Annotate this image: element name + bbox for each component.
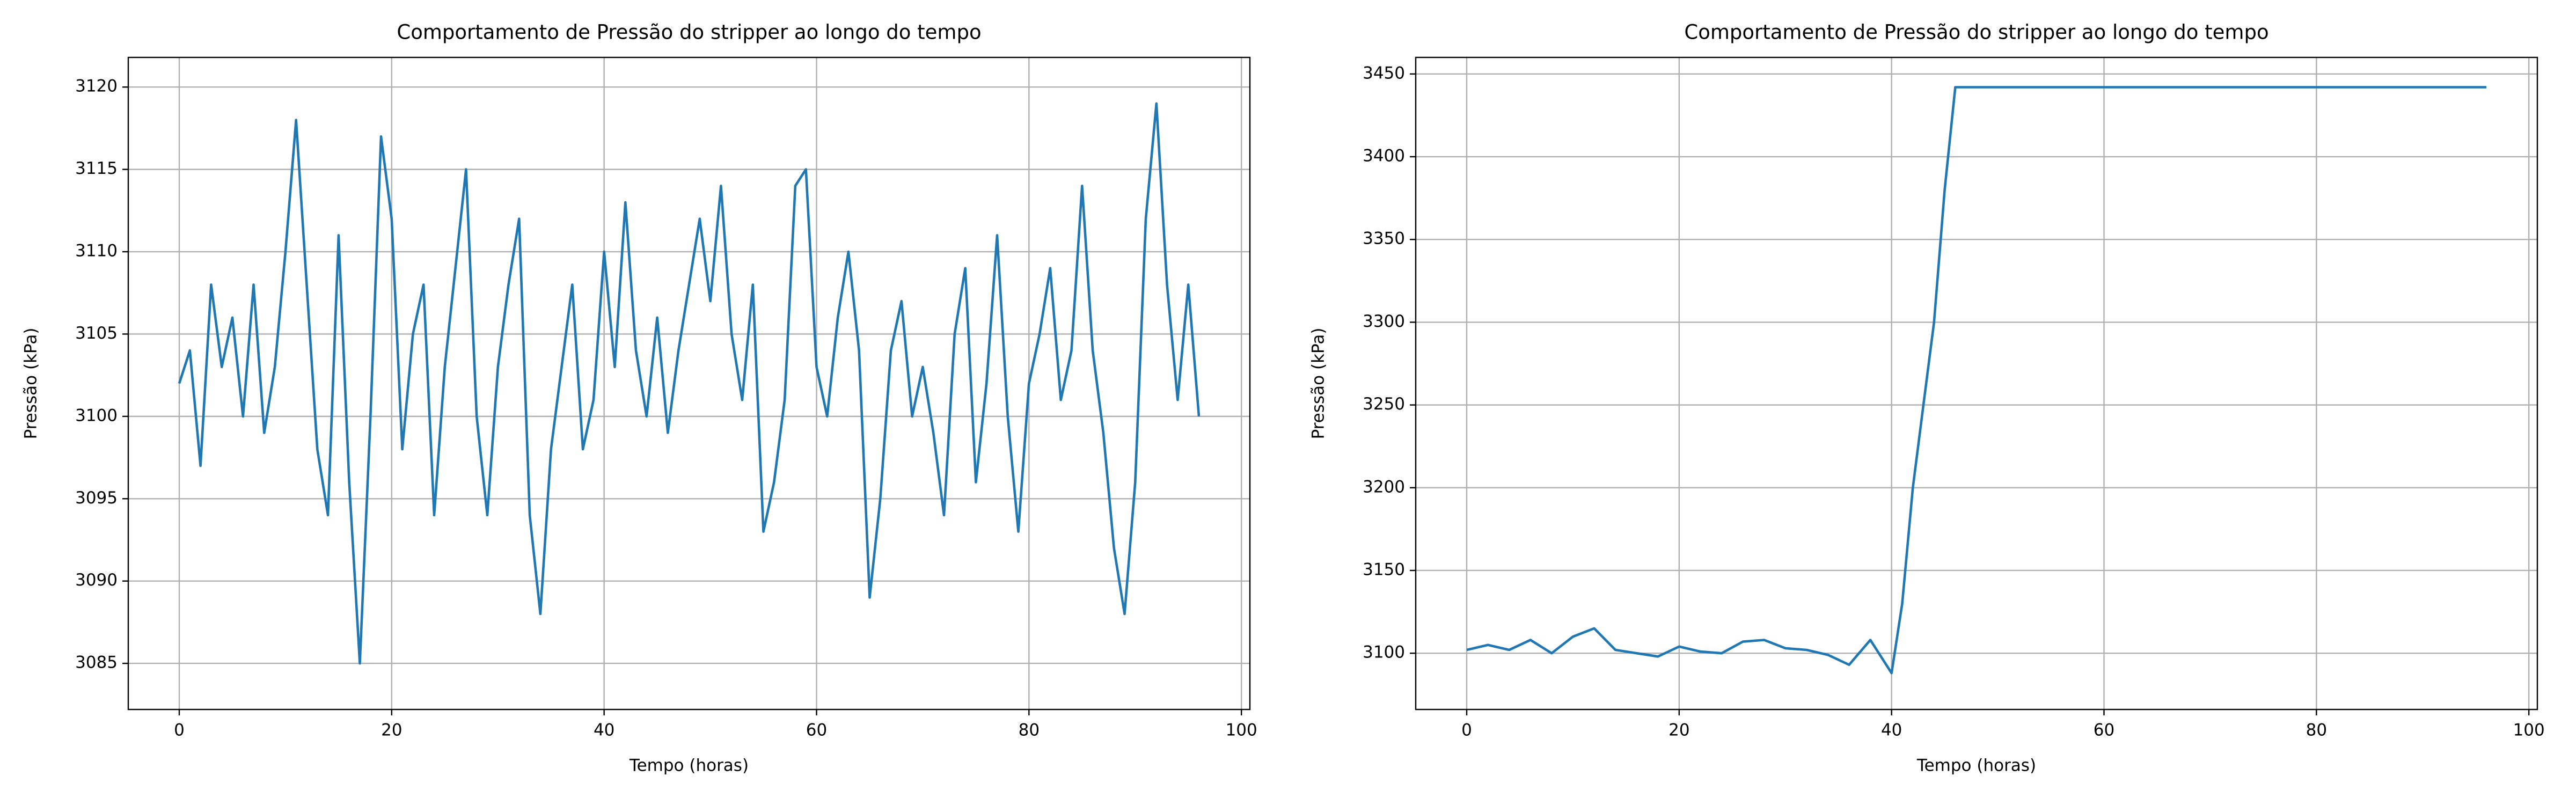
y-tick-label: 3250 [1363,394,1405,414]
y-tick-label: 3400 [1363,147,1405,166]
x-tick-label: 40 [594,721,614,740]
chart-title: Comportamento de Pressão do stripper ao … [1684,21,2268,44]
x-tick-label: 40 [1881,721,1902,740]
x-tick-label: 0 [174,721,185,740]
x-tick-label: 100 [2513,721,2545,740]
y-tick-label: 3110 [75,241,118,261]
y-axis-label: Pressão (kPa) [21,328,41,440]
data-line [178,102,1201,665]
y-axis-label: Pressão (kPa) [1309,328,1328,440]
x-tick-label: 0 [1461,721,1472,740]
y-tick-label: 3105 [75,324,118,343]
y-tick-label: 3120 [75,77,118,96]
x-tick-label: 60 [2094,721,2114,740]
y-tick-label: 3350 [1363,229,1405,248]
x-tick-label: 100 [1226,721,1257,740]
x-tick-label: 60 [806,721,827,740]
x-tick-label: 80 [1019,721,1040,740]
axes-frame [1415,56,2538,711]
y-tick-label: 3450 [1363,63,1405,83]
y-tick-label: 3150 [1363,560,1405,579]
y-tick-label: 3100 [75,406,118,425]
y-tick-label: 3085 [75,653,118,672]
x-axis-label: Tempo (horas) [629,756,749,775]
chart-title: Comportamento de Pressão do stripper ao … [397,21,981,44]
data-line [1466,86,2486,675]
x-tick-label: 80 [2306,721,2327,740]
y-tick-label: 3100 [1363,643,1405,662]
axes-frame [127,56,1251,711]
y-tick-label: 3200 [1363,477,1405,496]
x-tick-label: 20 [381,721,402,740]
x-axis-label: Tempo (horas) [1916,756,2036,775]
x-tick-label: 20 [1668,721,1689,740]
y-tick-label: 3095 [75,488,118,508]
y-tick-label: 3115 [75,159,118,178]
y-tick-label: 3300 [1363,312,1405,331]
y-tick-label: 3090 [75,570,118,590]
